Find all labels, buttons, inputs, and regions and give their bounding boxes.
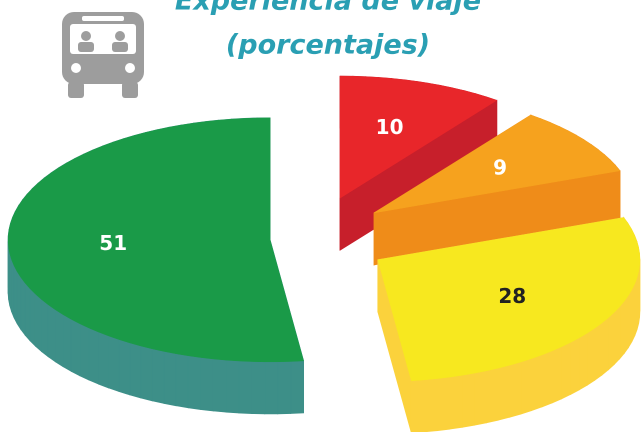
slice-side	[410, 379, 425, 432]
slice-side	[140, 345, 153, 402]
slice-side	[13, 265, 18, 324]
chart-subtitle: (porcentajes)	[226, 30, 430, 61]
slice	[7, 117, 305, 415]
slice-side	[54, 308, 64, 368]
slice-side	[570, 337, 580, 396]
slice-side	[41, 298, 49, 358]
slice-side	[34, 293, 42, 353]
slice-side	[277, 361, 292, 415]
slice-side	[88, 327, 99, 385]
slice-side	[436, 376, 451, 432]
slice-top	[339, 75, 498, 199]
slice-side	[264, 361, 279, 415]
data-label: 9	[493, 156, 507, 180]
slice-top	[377, 217, 641, 382]
slice-side	[238, 360, 253, 414]
data-label: 51	[99, 231, 127, 255]
slice-side	[47, 303, 56, 363]
slice-side	[461, 372, 475, 428]
slice-side	[29, 287, 36, 348]
slice-side	[129, 342, 142, 399]
slice-side	[486, 367, 499, 424]
slice-side	[601, 316, 609, 376]
slice-side	[16, 270, 22, 331]
slice-side	[561, 341, 571, 400]
slice-side	[98, 331, 109, 389]
slice-side	[70, 318, 81, 377]
slice-side	[108, 335, 120, 393]
slice-top	[7, 117, 304, 363]
slice-side	[251, 361, 266, 415]
slice-side	[225, 359, 240, 414]
slice	[377, 216, 641, 432]
slice	[373, 114, 621, 266]
slice-side	[118, 338, 131, 396]
slice-side	[151, 348, 165, 404]
slice-side	[474, 370, 487, 426]
slice-side	[200, 357, 214, 412]
slice-side	[520, 358, 532, 415]
slice-side	[551, 346, 562, 404]
slice-side	[628, 288, 633, 349]
slice-side	[586, 327, 596, 386]
slice-side	[290, 360, 305, 414]
slice-side	[79, 323, 90, 381]
slice-side	[607, 311, 615, 371]
data-label: 28	[498, 284, 526, 308]
slice-side	[212, 358, 227, 413]
slice-side	[531, 354, 543, 412]
data-label: 10	[376, 115, 404, 139]
slice-side	[631, 283, 636, 342]
slice-side	[175, 353, 189, 409]
chart-title: Experiencia de viaje	[175, 0, 481, 17]
slice-side	[187, 355, 202, 410]
slice-side	[619, 299, 625, 360]
slice-side	[20, 276, 26, 337]
bus-icon	[62, 12, 144, 98]
slice-side	[62, 313, 72, 372]
slice-side	[541, 350, 553, 408]
slice-top	[373, 114, 621, 214]
slice-side	[24, 281, 31, 342]
slice-side	[497, 364, 511, 421]
slice-side	[594, 322, 603, 381]
slice-side	[423, 378, 438, 432]
slice-side	[509, 361, 522, 418]
slice-side	[578, 332, 588, 391]
slice-side	[613, 305, 621, 366]
slice-side	[163, 350, 177, 407]
slice-side	[449, 374, 463, 430]
slice-side	[623, 294, 629, 355]
